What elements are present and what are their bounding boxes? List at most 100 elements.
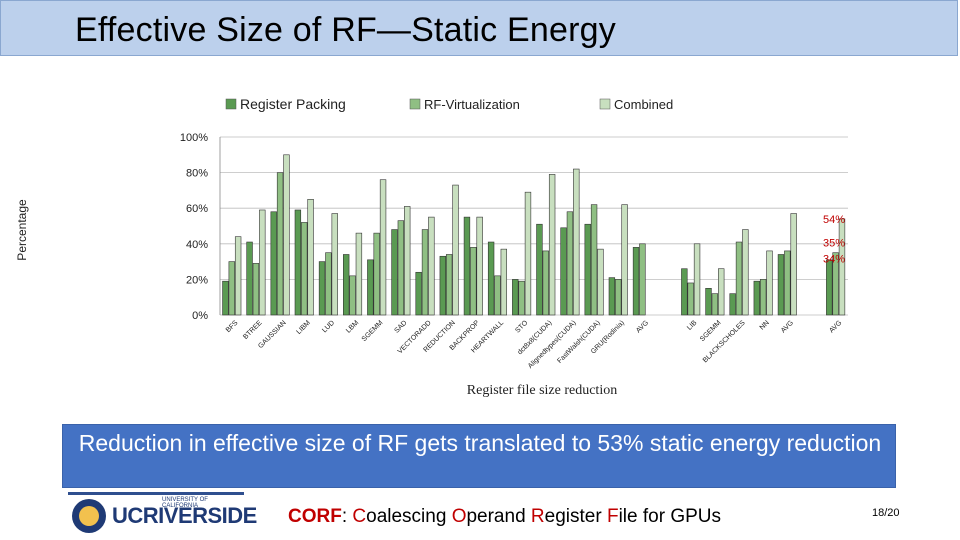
y-tick-label: 0% — [192, 310, 208, 322]
bar — [766, 250, 773, 316]
callout-text: Reduction in effective size of RF gets t… — [78, 430, 882, 456]
x-tick-label: AVG — [635, 319, 650, 334]
bar — [608, 277, 616, 316]
bar — [343, 254, 350, 316]
x-tick-label: SGEMM — [699, 319, 723, 343]
bar — [487, 241, 495, 316]
legend-swatch — [409, 98, 421, 110]
bar — [500, 248, 508, 316]
x-tick-label: BLACKSCHOLES — [702, 319, 747, 364]
bar — [318, 261, 326, 316]
bar — [373, 232, 380, 316]
logo-text: UCRIVERSIDE — [112, 503, 257, 528]
corf-initial-o: O — [451, 506, 467, 527]
bar — [404, 206, 411, 316]
corf-initial-r: R — [530, 506, 545, 527]
x-tick-label: LUD — [321, 319, 336, 334]
x-tick-label: BFS — [225, 319, 240, 334]
bar — [470, 247, 477, 316]
bar — [784, 250, 791, 316]
corf-acronym: CORF — [288, 506, 342, 527]
bar — [742, 229, 749, 316]
bar — [252, 263, 260, 316]
bar — [711, 293, 719, 316]
bar — [693, 243, 701, 316]
x-tick-label: LIB — [686, 319, 699, 332]
bar — [228, 261, 235, 316]
bar — [548, 174, 556, 316]
y-tick-label: 40% — [186, 239, 208, 251]
bar — [777, 254, 785, 316]
legend-label: Register Packing — [240, 96, 346, 112]
footer-corf: CORF: Coalescing Operand Register File f… — [288, 503, 728, 531]
annotation-label: 34% — [823, 253, 845, 265]
annotation-label: 54% — [823, 214, 845, 226]
bar — [584, 223, 591, 316]
bar — [307, 199, 314, 316]
slide-title: Effective Size of RF—Static Energy — [75, 11, 616, 49]
bar — [826, 259, 833, 316]
bar — [301, 222, 308, 316]
ucr-logo: UNIVERSITY OF CALIFORNIA UCRIVERSIDE — [68, 492, 257, 538]
bar — [397, 220, 405, 316]
logo-subtitle: UNIVERSITY OF CALIFORNIA — [162, 497, 208, 509]
bar-chart: Register Packing RF-Virtualization Combine… — [15, 96, 848, 398]
chart-y-axis: 0% 20% 40% 60% 80% 100% — [180, 132, 221, 322]
bar — [445, 254, 453, 316]
bar — [259, 209, 266, 316]
bar — [621, 204, 628, 316]
bar — [463, 216, 471, 316]
page-number: 18/20 — [872, 507, 900, 519]
x-tick-label: AVG — [828, 319, 843, 334]
x-tick-label: BTREE — [242, 319, 264, 341]
title-bar: Effective Size of RF—Static Energy — [0, 0, 958, 56]
bar — [283, 154, 290, 316]
x-axis-caption: Register file size reduction — [467, 383, 617, 398]
bar — [524, 191, 532, 316]
x-tick-label: FastWalsh(CUDA) — [556, 319, 601, 364]
bar — [415, 271, 422, 316]
legend-swatch — [599, 98, 611, 110]
bar — [452, 184, 459, 316]
bar — [615, 279, 622, 316]
y-tick-label: 80% — [186, 168, 208, 180]
bar — [494, 275, 501, 316]
university-seal-icon — [72, 499, 106, 533]
bar — [222, 280, 229, 316]
bar — [379, 179, 387, 316]
corf-word-1: oalescing — [366, 506, 452, 527]
bar — [753, 280, 760, 316]
bar — [838, 218, 846, 316]
bar — [729, 293, 736, 316]
bar — [705, 288, 712, 316]
bar — [560, 227, 567, 316]
x-tick-label: LIBM — [295, 319, 312, 336]
bar — [639, 243, 646, 316]
bar — [331, 213, 338, 316]
x-tick-label: NN — [759, 319, 771, 331]
x-tick-label: STO — [514, 319, 529, 334]
corf-initial-f: F — [606, 506, 619, 527]
bar — [597, 248, 604, 316]
bar — [234, 236, 242, 316]
bar — [566, 211, 574, 316]
corf-colon: : — [341, 506, 353, 527]
bar — [790, 213, 797, 316]
chart-bars — [222, 154, 846, 316]
bar — [536, 223, 543, 316]
bar — [735, 241, 743, 316]
corf-word-2: perand — [466, 506, 531, 527]
bar — [832, 252, 839, 316]
bar — [590, 204, 598, 316]
bar — [573, 168, 580, 316]
legend-label: Combined — [614, 97, 673, 112]
bar — [355, 232, 363, 316]
bar — [349, 275, 356, 316]
x-tick-label: AVG — [780, 319, 795, 334]
x-tick-label: SAD — [393, 319, 408, 334]
y-tick-label: 60% — [186, 203, 208, 215]
bar — [439, 255, 446, 316]
y-tick-label: 100% — [180, 132, 208, 144]
corf-initial-c: C — [352, 506, 367, 527]
callout-box: Reduction in effective size of RF gets t… — [62, 424, 896, 488]
